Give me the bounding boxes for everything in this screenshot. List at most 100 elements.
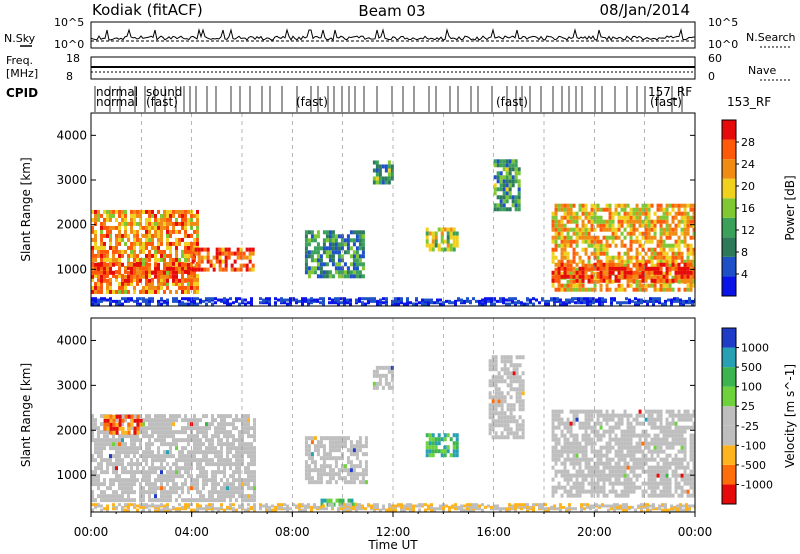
velocity-cell <box>446 433 450 438</box>
velocity-cell <box>554 433 558 438</box>
power-cell <box>686 259 690 264</box>
power-cell <box>184 253 187 258</box>
velocity-cell <box>205 422 208 427</box>
velocity-cell <box>199 462 202 467</box>
velocity-cell <box>220 478 223 483</box>
power-cell <box>596 279 600 284</box>
velocity-cell <box>154 478 157 483</box>
velocity-cell <box>680 485 684 490</box>
velocity-cell <box>515 427 519 432</box>
velocity-cell <box>130 478 133 483</box>
velocity-cell <box>274 505 277 509</box>
velocity-cell <box>632 457 636 462</box>
power-cell <box>668 235 672 240</box>
velocity-cell <box>668 413 672 418</box>
velocity-cell <box>503 359 507 364</box>
power-cell <box>443 239 447 244</box>
velocity-cell <box>205 426 208 431</box>
power-cell <box>673 297 676 301</box>
power-cell <box>109 233 112 238</box>
velocity-cell <box>623 493 627 498</box>
power-cell <box>689 203 693 208</box>
velocity-cell <box>217 450 220 455</box>
power-cell <box>608 211 612 216</box>
velocity-cell <box>187 466 190 471</box>
power-cell <box>245 255 249 260</box>
power-cell <box>692 219 695 224</box>
velocity-cell <box>596 493 600 498</box>
velocity-cell <box>202 507 205 511</box>
velocity-cell <box>148 418 151 423</box>
velocity-cell <box>151 462 154 467</box>
power-cell <box>602 219 606 224</box>
velocity-cell <box>184 446 187 451</box>
power-cell <box>160 221 163 226</box>
velocity-cell <box>683 425 687 430</box>
velocity-cell <box>220 450 223 455</box>
velocity-cell <box>626 461 630 466</box>
power-cell <box>340 297 343 301</box>
power-cell <box>439 302 442 306</box>
power-cell <box>614 227 618 232</box>
velocity-cell <box>599 413 603 418</box>
velocity-cell <box>94 418 97 423</box>
power-cell <box>581 203 585 208</box>
power-cell <box>127 221 130 226</box>
power-cell <box>430 298 433 302</box>
power-cell <box>680 231 684 236</box>
velocity-cell <box>647 441 651 446</box>
nave-label: Nave <box>748 64 776 77</box>
velocity-cell <box>226 442 229 447</box>
power-cell <box>372 168 376 173</box>
velocity-cell <box>677 433 681 438</box>
power-cell <box>572 266 576 271</box>
velocity-cell <box>590 465 594 470</box>
velocity-cell <box>381 385 385 390</box>
velocity-cell <box>358 480 362 485</box>
power-cell <box>226 298 229 302</box>
power-cell <box>211 297 214 301</box>
power-cell <box>224 263 228 268</box>
velocity-cell <box>629 481 633 486</box>
velocity-cell <box>668 433 672 438</box>
power-cell <box>605 259 609 264</box>
velocity-cell <box>674 421 678 426</box>
velocity-cell <box>352 476 356 481</box>
power-cell <box>620 263 624 268</box>
power-cell <box>452 243 456 248</box>
velocity-cell <box>223 498 226 503</box>
velocity-cell <box>184 482 187 487</box>
velocity-cell <box>497 371 501 376</box>
power-cell <box>692 270 695 275</box>
power-cell <box>656 275 660 280</box>
power-cell <box>638 239 642 244</box>
power-cell <box>656 219 660 224</box>
power-cell <box>617 283 621 288</box>
power-cell <box>190 221 193 226</box>
power-cell <box>127 237 130 242</box>
velocity-cell <box>121 482 124 487</box>
power-cell <box>677 251 681 256</box>
power-cell <box>496 195 500 200</box>
power-cell <box>130 245 133 250</box>
power-cell <box>206 251 210 256</box>
velocity-cell <box>304 508 307 512</box>
velocity-cell <box>133 482 136 487</box>
velocity-cell <box>142 454 145 459</box>
velocity-cell <box>608 477 612 482</box>
power-cell <box>635 247 639 252</box>
power-cell <box>569 263 573 268</box>
velocity-cell <box>214 450 217 455</box>
velocity-cell <box>190 418 193 423</box>
velocity-cell <box>151 503 154 507</box>
power-cell <box>196 213 199 218</box>
power-cell <box>596 207 600 212</box>
power-cell <box>526 302 529 306</box>
velocity-cell <box>253 426 256 431</box>
velocity-cell <box>614 453 618 458</box>
velocity-cell <box>229 462 232 467</box>
velocity-cell <box>202 474 205 479</box>
velocity-cell <box>602 493 606 498</box>
velocity-cell <box>142 498 145 503</box>
velocity-cell <box>235 426 238 431</box>
